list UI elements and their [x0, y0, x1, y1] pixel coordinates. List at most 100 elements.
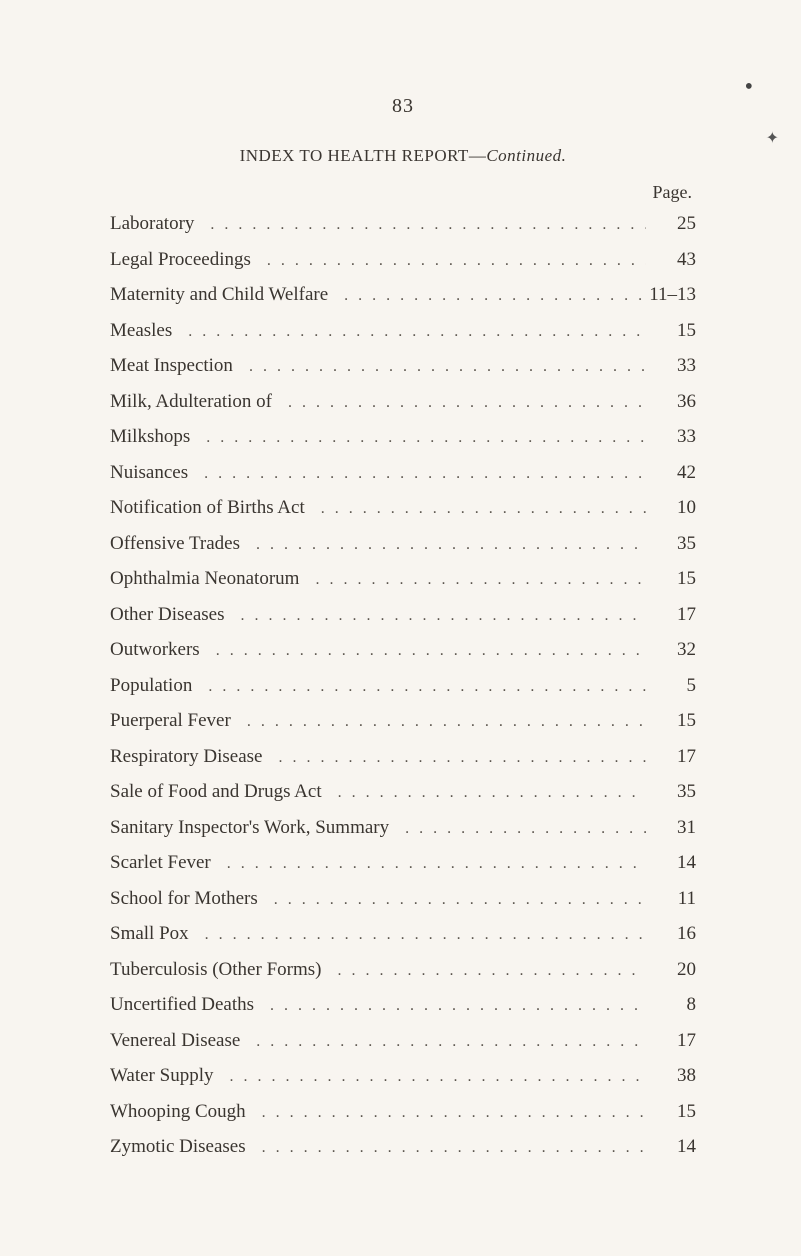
- index-row: Legal Proceedings.......................…: [110, 249, 696, 271]
- decorative-dot: •: [745, 74, 753, 101]
- index-row: Sanitary Inspector's Work, Summary......…: [110, 817, 696, 839]
- index-entry-label: Sale of Food and Drugs Act: [110, 781, 322, 803]
- index-entry-page: 15: [646, 1101, 696, 1123]
- index-entry-label: Sanitary Inspector's Work, Summary: [110, 817, 389, 839]
- leader-dots: ........................................…: [240, 1033, 646, 1051]
- index-entry-label: Outworkers: [110, 639, 200, 661]
- index-entry-label: Milkshops: [110, 426, 190, 448]
- leader-dots: ........................................…: [231, 713, 646, 731]
- index-entry-page: 35: [646, 533, 696, 555]
- index-entry-label: Whooping Cough: [110, 1101, 246, 1123]
- index-row: School for Mothers......................…: [110, 888, 696, 910]
- index-entry-label: Meat Inspection: [110, 355, 233, 377]
- margin-marker: ✦: [766, 128, 779, 148]
- index-entry-label: Milk, Adulteration of: [110, 391, 272, 413]
- index-row: Notification of Births Act..............…: [110, 497, 696, 519]
- leader-dots: ........................................…: [190, 429, 646, 447]
- index-entry-page: 20: [646, 959, 696, 981]
- leader-dots: ........................................…: [251, 252, 646, 270]
- page-number: 83: [110, 95, 696, 118]
- index-row: Respiratory Disease.....................…: [110, 746, 696, 768]
- leader-dots: ........................................…: [262, 749, 646, 767]
- leader-dots: ........................................…: [321, 962, 646, 980]
- index-entries-list: Laboratory..............................…: [110, 213, 696, 1158]
- index-row: Tuberculosis (Other Forms)..............…: [110, 959, 696, 981]
- leader-dots: ........................................…: [192, 678, 646, 696]
- index-entry-label: Scarlet Fever: [110, 852, 211, 874]
- index-row: Water Supply............................…: [110, 1065, 696, 1087]
- index-entry-page: 38: [646, 1065, 696, 1087]
- index-row: Venereal Disease........................…: [110, 1030, 696, 1052]
- page-column-header: Page.: [110, 182, 696, 203]
- index-entry-label: Ophthalmia Neonatorum: [110, 568, 299, 590]
- index-entry-label: Offensive Trades: [110, 533, 240, 555]
- index-row: Ophthalmia Neonatorum...................…: [110, 568, 696, 590]
- leader-dots: ........................................…: [211, 855, 646, 873]
- index-entry-page: 31: [646, 817, 696, 839]
- leader-dots: ........................................…: [194, 216, 646, 234]
- index-row: Laboratory..............................…: [110, 213, 696, 235]
- title-suffix: Continued.: [486, 146, 566, 165]
- index-entry-label: Nuisances: [110, 462, 188, 484]
- index-row: Milk, Adulteration of...................…: [110, 391, 696, 413]
- index-entry-label: Maternity and Child Welfare: [110, 284, 328, 306]
- index-entry-page: 42: [646, 462, 696, 484]
- index-row: Uncertified Deaths......................…: [110, 994, 696, 1016]
- leader-dots: ........................................…: [240, 536, 646, 554]
- index-row: Zymotic Diseases........................…: [110, 1136, 696, 1158]
- leader-dots: ........................................…: [389, 820, 646, 838]
- leader-dots: ........................................…: [305, 500, 646, 518]
- index-entry-page: 14: [646, 1136, 696, 1158]
- leader-dots: ........................................…: [322, 784, 646, 802]
- leader-dots: ........................................…: [213, 1068, 646, 1086]
- index-entry-page: 17: [646, 604, 696, 626]
- index-entry-page: 15: [646, 568, 696, 590]
- index-row: Offensive Trades........................…: [110, 533, 696, 555]
- leader-dots: ........................................…: [233, 358, 646, 376]
- index-entry-page: 11–13: [646, 284, 696, 306]
- index-entry-label: Venereal Disease: [110, 1030, 240, 1052]
- index-entry-page: 17: [646, 746, 696, 768]
- index-entry-page: 14: [646, 852, 696, 874]
- index-row: Milkshops...............................…: [110, 426, 696, 448]
- index-entry-page: 25: [646, 213, 696, 235]
- index-entry-label: Water Supply: [110, 1065, 213, 1087]
- index-row: Other Diseases..........................…: [110, 604, 696, 626]
- index-entry-page: 33: [646, 426, 696, 448]
- index-row: Population..............................…: [110, 675, 696, 697]
- index-entry-page: 15: [646, 320, 696, 342]
- leader-dots: ........................................…: [299, 571, 646, 589]
- leader-dots: ........................................…: [254, 997, 646, 1015]
- index-row: Outworkers..............................…: [110, 639, 696, 661]
- leader-dots: ........................................…: [246, 1104, 646, 1122]
- index-entry-page: 32: [646, 639, 696, 661]
- index-entry-label: Tuberculosis (Other Forms): [110, 959, 321, 981]
- leader-dots: ........................................…: [200, 642, 646, 660]
- index-entry-label: Population: [110, 675, 192, 697]
- index-entry-page: 35: [646, 781, 696, 803]
- leader-dots: ........................................…: [188, 465, 646, 483]
- index-entry-page: 43: [646, 249, 696, 271]
- index-entry-page: 10: [646, 497, 696, 519]
- leader-dots: ........................................…: [189, 926, 646, 944]
- index-entry-label: Legal Proceedings: [110, 249, 251, 271]
- index-entry-page: 11: [646, 888, 696, 910]
- index-entry-page: 5: [646, 675, 696, 697]
- index-entry-label: Uncertified Deaths: [110, 994, 254, 1016]
- index-row: Small Pox...............................…: [110, 923, 696, 945]
- leader-dots: ........................................…: [225, 607, 647, 625]
- index-entry-page: 15: [646, 710, 696, 732]
- index-entry-label: Zymotic Diseases: [110, 1136, 246, 1158]
- index-entry-page: 16: [646, 923, 696, 945]
- index-entry-page: 8: [646, 994, 696, 1016]
- index-entry-label: School for Mothers: [110, 888, 258, 910]
- title-prefix: INDEX TO HEALTH REPORT—: [240, 146, 487, 165]
- leader-dots: ........................................…: [258, 891, 646, 909]
- index-row: Meat Inspection.........................…: [110, 355, 696, 377]
- index-row: Nuisances...............................…: [110, 462, 696, 484]
- leader-dots: ........................................…: [246, 1139, 646, 1157]
- index-entry-label: Puerperal Fever: [110, 710, 231, 732]
- index-entry-label: Laboratory: [110, 213, 194, 235]
- leader-dots: ........................................…: [272, 394, 646, 412]
- index-row: Maternity and Child Welfare.............…: [110, 284, 696, 306]
